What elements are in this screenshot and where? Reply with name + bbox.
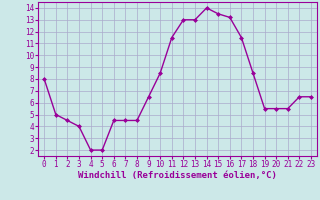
- X-axis label: Windchill (Refroidissement éolien,°C): Windchill (Refroidissement éolien,°C): [78, 171, 277, 180]
